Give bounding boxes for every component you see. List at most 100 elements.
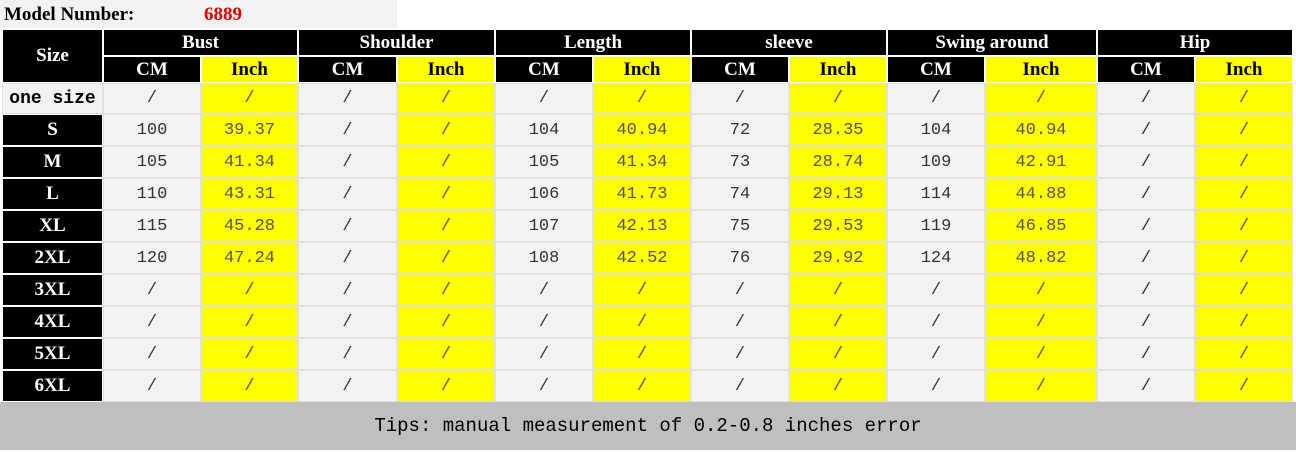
unit-header: CM [691, 56, 789, 83]
cell: 114 [887, 178, 985, 210]
cell: / [495, 338, 593, 370]
cell: 105 [495, 146, 593, 178]
cell: 46.85 [985, 210, 1097, 242]
cell: / [593, 338, 691, 370]
cell: / [298, 370, 397, 402]
cell: / [789, 306, 887, 338]
cell: / [1097, 242, 1195, 274]
cell: / [103, 274, 201, 306]
cell: / [103, 83, 201, 114]
tips: Tips: manual measurement of 0.2-0.8 inch… [0, 402, 1296, 450]
cell: / [201, 306, 298, 338]
cell: / [298, 306, 397, 338]
cell: 43.31 [201, 178, 298, 210]
cell: / [201, 338, 298, 370]
group-header: Shoulder [298, 29, 495, 56]
cell: / [985, 338, 1097, 370]
cell: / [397, 370, 495, 402]
cell: / [1195, 146, 1293, 178]
cell: 28.35 [789, 114, 887, 146]
size-label: 2XL [2, 242, 103, 274]
cell: 108 [495, 242, 593, 274]
size-label: 4XL [2, 306, 103, 338]
cell: / [397, 306, 495, 338]
unit-header: Inch [593, 56, 691, 83]
unit-header: Inch [985, 56, 1097, 83]
cell: / [201, 83, 298, 114]
model-bar [0, 0, 397, 28]
cell: / [1097, 306, 1195, 338]
cell: 29.53 [789, 210, 887, 242]
cell: / [1195, 83, 1293, 114]
cell: / [103, 338, 201, 370]
cell: 29.92 [789, 242, 887, 274]
cell: / [397, 210, 495, 242]
cell: / [495, 83, 593, 114]
cell: / [691, 306, 789, 338]
cell: / [789, 83, 887, 114]
cell: / [1195, 242, 1293, 274]
cell: / [887, 338, 985, 370]
cell: 74 [691, 178, 789, 210]
cell: 72 [691, 114, 789, 146]
unit-header: CM [298, 56, 397, 83]
unit-header: Inch [201, 56, 298, 83]
unit-header: Inch [789, 56, 887, 83]
cell: 41.73 [593, 178, 691, 210]
cell: / [691, 370, 789, 402]
cell: 40.94 [593, 114, 691, 146]
cell: / [1195, 370, 1293, 402]
cell: / [495, 306, 593, 338]
cell: / [691, 83, 789, 114]
size-label: L [2, 178, 103, 210]
cell: / [397, 274, 495, 306]
size-label: 6XL [2, 370, 103, 402]
cell: / [298, 146, 397, 178]
cell: 106 [495, 178, 593, 210]
cell: 115 [103, 210, 201, 242]
cell: / [691, 274, 789, 306]
cell: 39.37 [201, 114, 298, 146]
cell: / [103, 306, 201, 338]
cell: / [789, 274, 887, 306]
size-label: M [2, 146, 103, 178]
cell: / [593, 370, 691, 402]
group-header: Bust [103, 29, 298, 56]
size-label: 5XL [2, 338, 103, 370]
cell: / [1097, 83, 1195, 114]
cell: / [985, 370, 1097, 402]
cell: / [1195, 306, 1293, 338]
model-label: Model Number: [4, 4, 135, 25]
cell: / [298, 274, 397, 306]
cell: / [1097, 338, 1195, 370]
cell: / [691, 338, 789, 370]
cell: 119 [887, 210, 985, 242]
cell: 47.24 [201, 242, 298, 274]
cell: 109 [887, 146, 985, 178]
cell: / [593, 306, 691, 338]
cell: / [1097, 370, 1195, 402]
cell: 104 [887, 114, 985, 146]
cell: / [397, 83, 495, 114]
cell: / [298, 178, 397, 210]
cell: 105 [103, 146, 201, 178]
cell: 28.74 [789, 146, 887, 178]
group-header: Swing around [887, 29, 1097, 56]
cell: 42.52 [593, 242, 691, 274]
cell: / [298, 338, 397, 370]
cell: / [593, 274, 691, 306]
cell: 73 [691, 146, 789, 178]
cell: / [397, 338, 495, 370]
cell: / [397, 114, 495, 146]
cell: / [789, 338, 887, 370]
cell: / [397, 178, 495, 210]
cell: 75 [691, 210, 789, 242]
group-header: Hip [1097, 29, 1293, 56]
unit-header: CM [103, 56, 201, 83]
unit-header: Inch [1195, 56, 1293, 83]
cell: / [887, 274, 985, 306]
cell: / [1195, 274, 1293, 306]
cell: 124 [887, 242, 985, 274]
size-label: 3XL [2, 274, 103, 306]
cell: 76 [691, 242, 789, 274]
